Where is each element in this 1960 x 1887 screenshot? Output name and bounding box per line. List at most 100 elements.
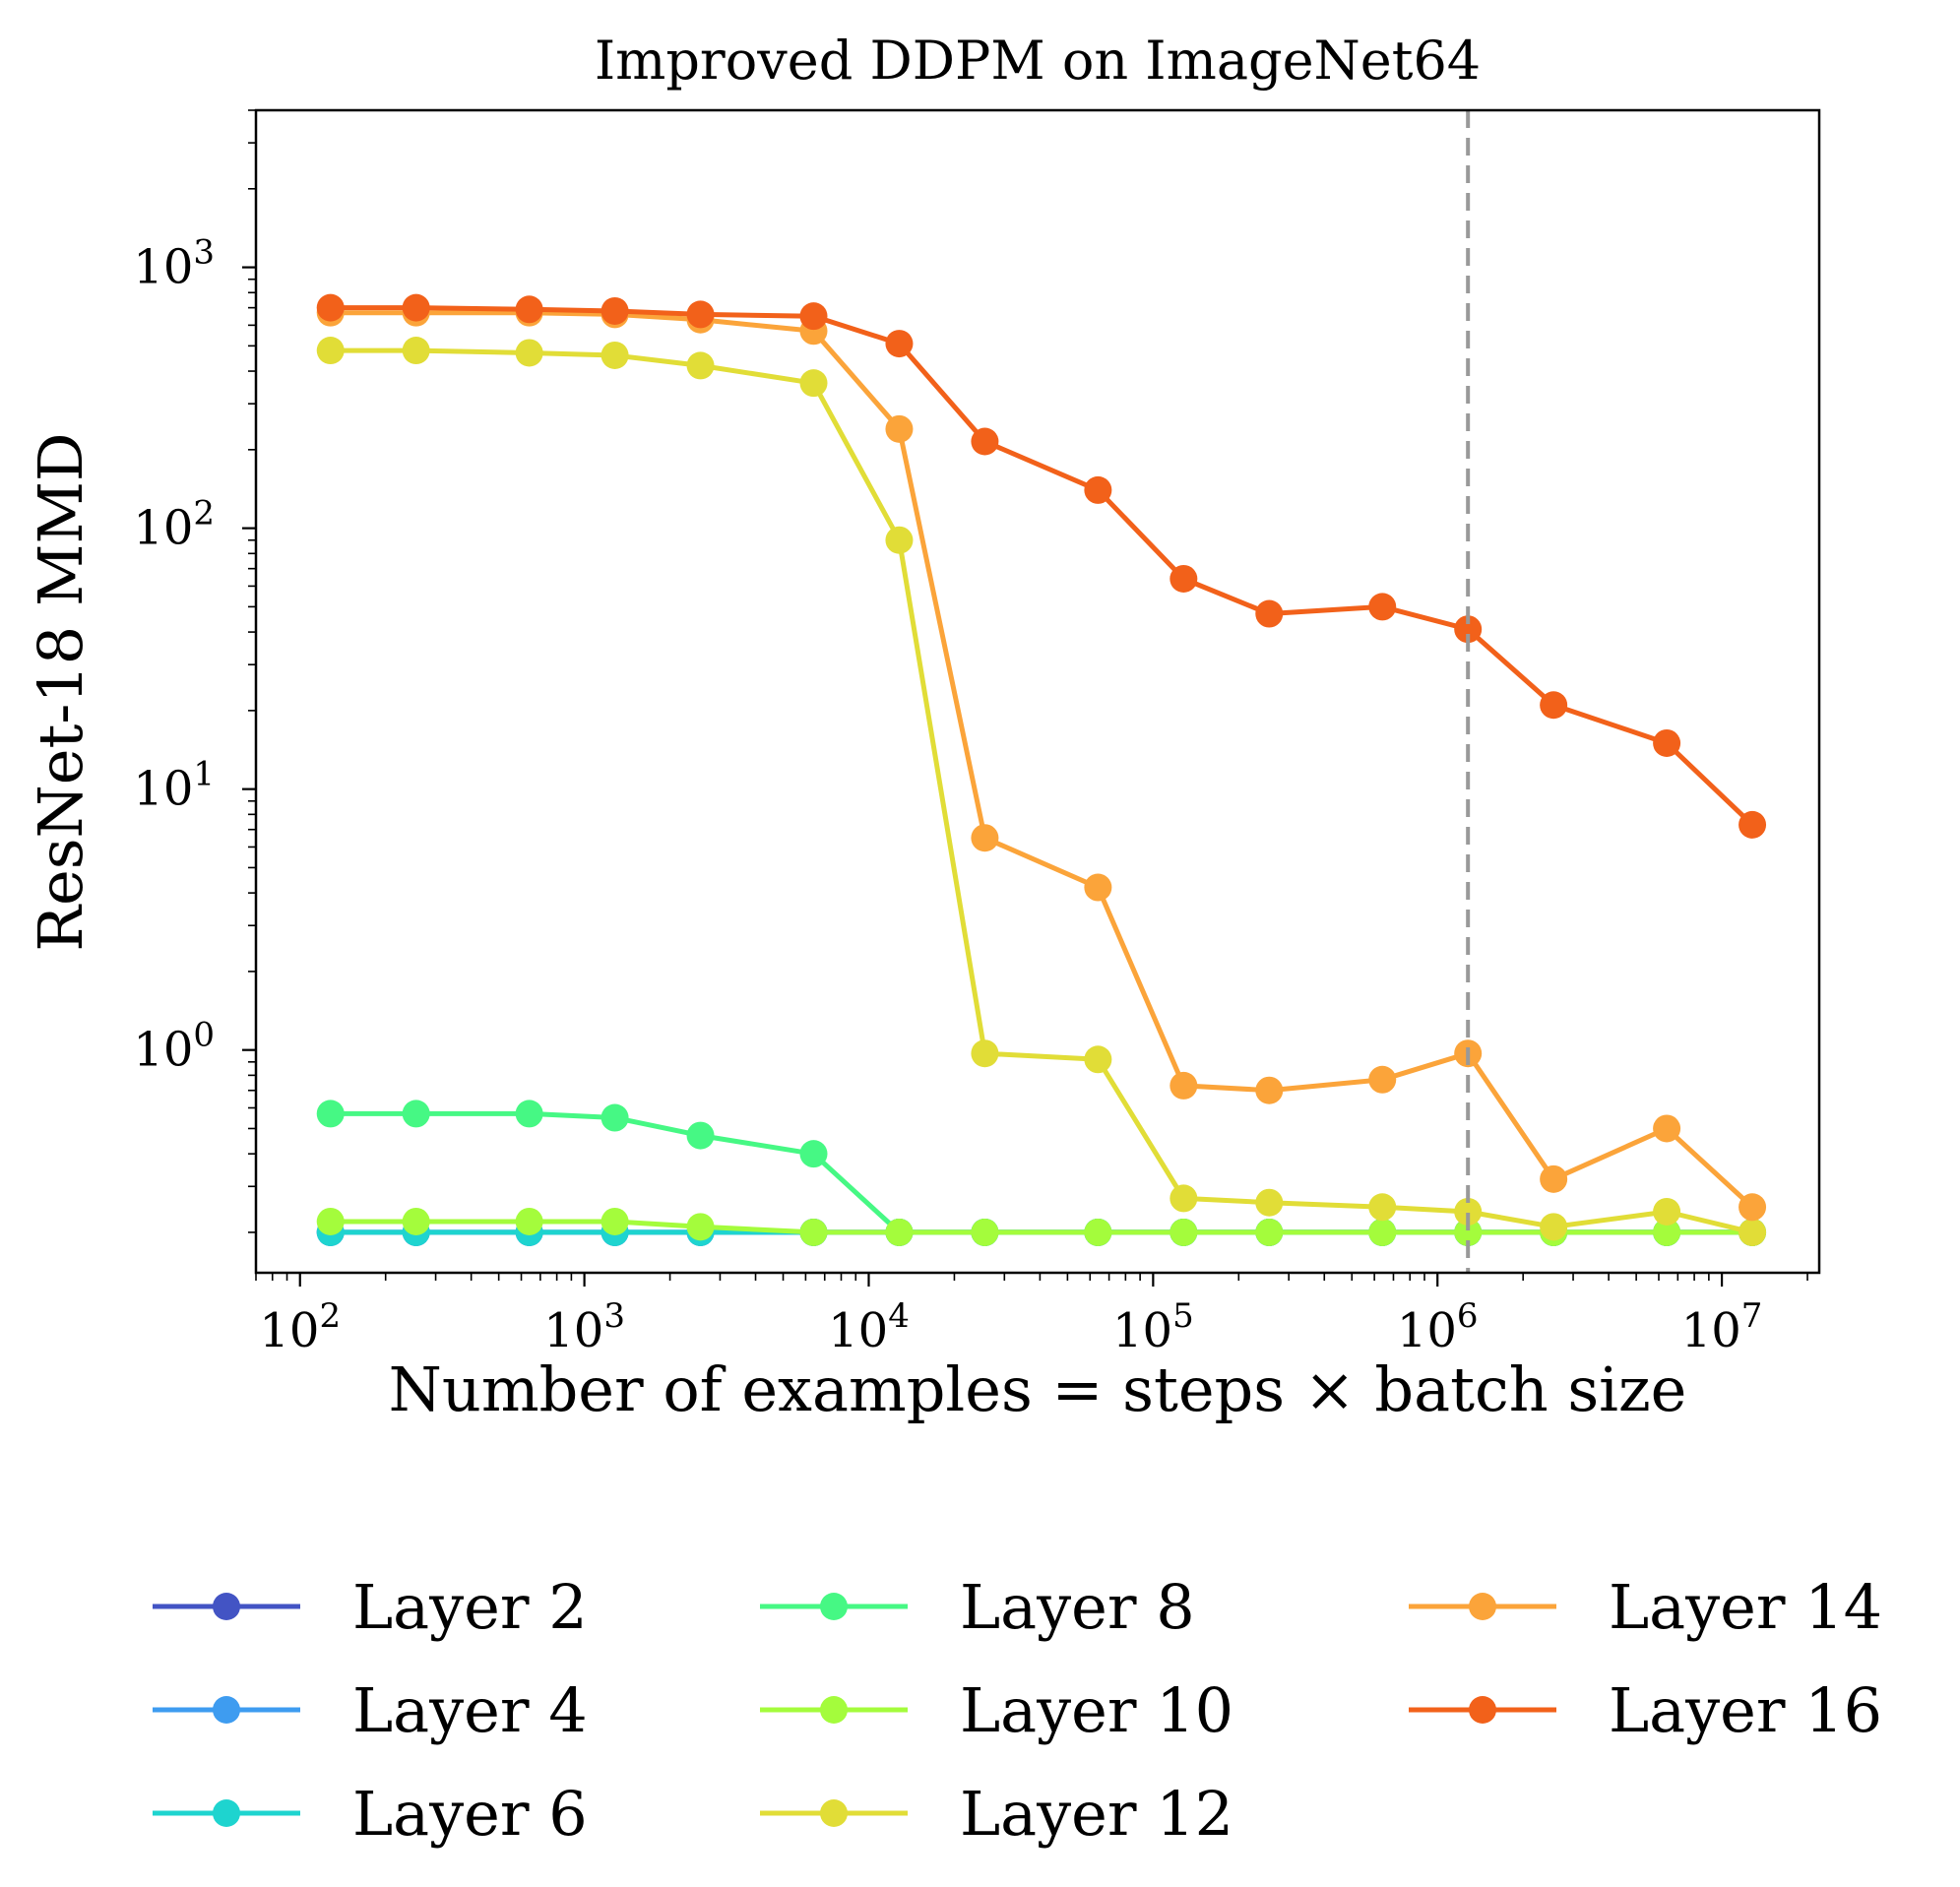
data-point (1170, 564, 1198, 593)
x-tick-base: 10 (543, 1303, 603, 1358)
legend-item: Layer 4 (153, 1674, 588, 1746)
data-point (686, 1213, 715, 1241)
legend-label: Layer 14 (1609, 1571, 1882, 1643)
legend-marker (820, 1593, 848, 1620)
data-point (1084, 1218, 1112, 1246)
chart-title: Improved DDPM on ImageNet64 (595, 30, 1481, 92)
data-point (1368, 1218, 1397, 1246)
data-point (799, 1218, 828, 1246)
data-point (402, 293, 430, 322)
data-point (601, 1103, 629, 1132)
x-tick-label: 103 (543, 1296, 625, 1358)
data-point (1255, 599, 1284, 628)
x-tick-base: 10 (1112, 1303, 1172, 1358)
data-point (515, 295, 543, 324)
y-tick-label: 102 (133, 494, 215, 556)
x-axis-label: Number of examples = steps × batch size (389, 1353, 1687, 1425)
x-tick-base: 10 (1681, 1303, 1741, 1358)
data-point (402, 337, 430, 365)
legend-item: Layer 16 (1409, 1674, 1882, 1746)
series-line (330, 310, 1754, 1210)
series-line (330, 347, 1753, 1235)
plot-frame (254, 108, 1821, 1275)
data-point (1454, 615, 1483, 644)
y-tick-label: 103 (133, 233, 215, 295)
data-point (601, 296, 629, 325)
data-point (799, 302, 828, 331)
x-tick-base: 10 (259, 1303, 319, 1358)
data-point (971, 1218, 999, 1246)
data-point (686, 300, 715, 329)
data-point (885, 330, 914, 358)
data-point (515, 1207, 543, 1235)
series-group (316, 293, 1767, 1246)
data-point (601, 341, 629, 369)
legend-label: Layer 8 (960, 1571, 1195, 1643)
legend-label: Layer 16 (1609, 1674, 1882, 1746)
legend-item: Layer 6 (153, 1778, 588, 1850)
legend: Layer 2 Layer 4 Layer 6 Layer 8 Layer 10 Laye… (153, 1571, 1882, 1850)
data-point (1084, 1045, 1112, 1074)
data-point (799, 1140, 828, 1168)
y-tick-base: 10 (133, 762, 193, 817)
data-point (1255, 1188, 1284, 1217)
legend-marker (213, 1593, 240, 1620)
legend-label: Layer 2 (352, 1571, 588, 1643)
data-point (799, 369, 828, 398)
data-point (316, 1100, 345, 1128)
data-point (1084, 475, 1112, 504)
data-point (885, 1218, 914, 1246)
x-tick-exponent: 7 (1741, 1296, 1763, 1336)
y-tick-label: 100 (133, 1016, 215, 1078)
data-point (1368, 1065, 1397, 1094)
y-tick-exponent: 2 (193, 494, 215, 534)
data-point (1653, 1114, 1681, 1143)
data-point (1540, 1164, 1568, 1193)
y-axis-label: ResNet-18 MMD (25, 432, 96, 951)
data-point (885, 414, 914, 443)
y-tick-base: 10 (133, 501, 193, 556)
y-tick-label: 101 (133, 755, 215, 817)
data-point (1368, 1193, 1397, 1222)
legend-marker (820, 1696, 848, 1724)
data-point (1255, 1076, 1284, 1104)
x-tick-label: 107 (1681, 1296, 1763, 1358)
y-tick-exponent: 1 (193, 755, 215, 794)
series-line (330, 1110, 1753, 1235)
data-point (1368, 593, 1397, 621)
x-tick-exponent: 4 (888, 1296, 910, 1336)
data-point (1170, 1184, 1198, 1213)
legend-label: Layer 12 (960, 1778, 1233, 1850)
data-point (515, 1100, 543, 1128)
data-point (1653, 1197, 1681, 1226)
data-point (686, 351, 715, 380)
legend-item: Layer 14 (1409, 1571, 1882, 1643)
data-point (1739, 1193, 1767, 1222)
x-tick-label: 104 (828, 1296, 910, 1358)
data-point (971, 824, 999, 852)
data-point (1454, 1197, 1483, 1226)
data-point (1255, 1218, 1284, 1246)
data-point (601, 1207, 629, 1235)
data-point (1739, 810, 1767, 839)
data-point (1653, 1218, 1681, 1246)
data-point (1653, 728, 1681, 757)
data-point (686, 1121, 715, 1150)
data-point (1540, 1213, 1568, 1241)
legend-marker (1469, 1593, 1496, 1620)
data-point (515, 339, 543, 367)
x-tick-label: 105 (1112, 1296, 1194, 1358)
data-point (1084, 873, 1112, 902)
x-tick-exponent: 5 (1172, 1296, 1194, 1336)
data-point (402, 1207, 430, 1235)
legend-label: Layer 4 (352, 1674, 588, 1746)
data-point (316, 1207, 345, 1235)
data-point (316, 337, 345, 365)
legend-label: Layer 6 (352, 1778, 588, 1850)
legend-item: Layer 8 (760, 1571, 1195, 1643)
x-tick-label: 102 (259, 1296, 341, 1358)
legend-marker (213, 1799, 240, 1827)
data-point (971, 1039, 999, 1068)
legend-marker (213, 1696, 240, 1724)
